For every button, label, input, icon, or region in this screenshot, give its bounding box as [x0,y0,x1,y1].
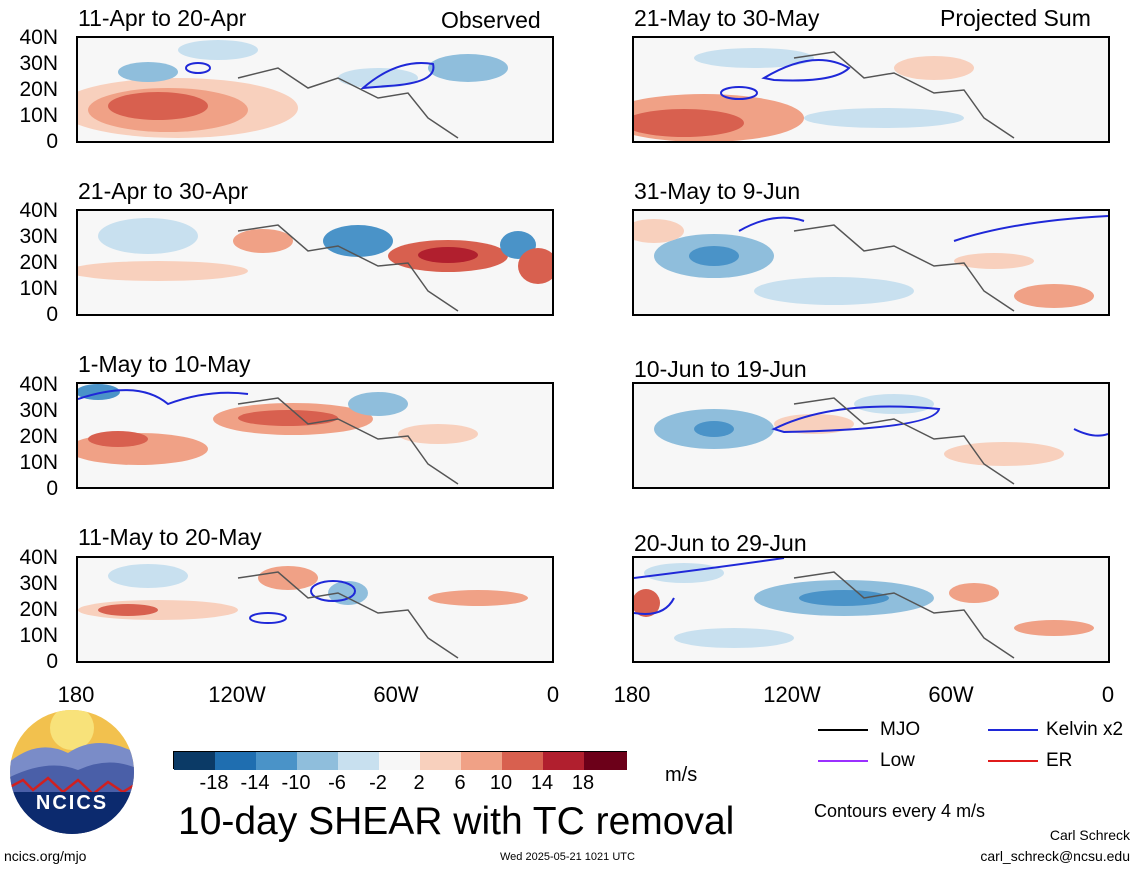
lat-label: 20N [19,598,58,621]
lat-label: 40N [19,26,58,49]
colorbar-cell [420,752,462,770]
lon-label: 0 [546,682,560,707]
panel-tag-observed: Observed [441,7,541,33]
lon-label: 180 [613,682,651,707]
panel-title-1: 11-Apr to 20-Apr [78,5,247,31]
colorbar-cell [297,752,339,770]
map-panel-8 [632,556,1110,663]
colorbar-cell [461,752,503,770]
colorbar-tick-label: -14 [240,772,270,794]
lat-label: 30N [19,52,58,75]
panel-title-5: 1-May to 10-May [78,351,251,377]
colorbar-cell [584,752,627,770]
map-panel-1 [76,36,554,143]
lat-label: 20N [19,251,58,274]
colorbar-tick-label: 14 [530,772,554,794]
lat-label: 30N [19,225,58,248]
lon-label: 120W [208,682,266,707]
lat-label: 30N [19,399,58,422]
contour-note: Contours every 4 m/s [814,801,986,821]
lon-label: 60W [928,682,974,707]
colorbar-cell [215,752,257,770]
colorbar-tick-label: -18 [199,772,229,794]
lat-label: 0 [46,303,58,326]
footer-email: carl_schreck@ncsu.edu [980,848,1130,864]
lat-label: 10N [19,624,58,647]
colorbar-cell [379,752,421,770]
lat-label: 10N [19,104,58,127]
lat-label: 10N [19,451,58,474]
lat-label: 40N [19,199,58,222]
panel-title-8: 20-Jun to 29-Jun [634,530,807,556]
footer-url: ncics.org/mjo [4,848,87,864]
lat-label: 30N [19,572,58,595]
lat-label: 40N [19,546,58,569]
main-title: 10-day SHEAR with TC removal [178,800,735,843]
colorbar-tick-label: -2 [369,772,387,794]
lat-label: 0 [46,650,58,673]
colorbar-tick-label: 10 [489,772,513,794]
panel-tag-projected: Projected Sum [940,5,1091,31]
colorbar-tick-label: 6 [454,772,466,794]
map-panel-6 [632,382,1110,489]
lat-label: 20N [19,425,58,448]
colorbar-tick-label: -6 [328,772,346,794]
map-panel-4 [632,209,1110,316]
lat-label: 0 [46,130,58,153]
panel-title-7: 11-May to 20-May [78,524,262,550]
legend-line-kelvin [988,729,1038,731]
panel-title-2: 21-May to 30-May [634,5,820,31]
map-panel-5 [76,382,554,489]
footer-timestamp: Wed 2025-05-21 1021 UTC [500,851,635,863]
legend-label: ER [1046,750,1073,771]
map-panel-3 [76,209,554,316]
colorbar [173,751,627,770]
colorbar-cell [502,752,544,770]
legend-label: Kelvin x2 [1046,719,1124,740]
legend-line-er [988,760,1038,762]
colorbar-cell [256,752,298,770]
panel-title-4: 31-May to 9-Jun [634,178,801,204]
lat-label: 20N [19,78,58,101]
legend-label: Low [880,750,915,771]
lon-label: 0 [1101,682,1115,707]
colorbar-unit: m/s [665,764,698,786]
lat-label: 40N [19,373,58,396]
colorbar-cell [543,752,585,770]
map-panel-7 [76,556,554,663]
map-panel-2 [632,36,1110,143]
colorbar-tick-label: 2 [413,772,425,794]
colorbar-tick-label: 18 [571,772,595,794]
lat-label: 10N [19,277,58,300]
legend-label: MJO [880,719,921,740]
legend-line-mjo [818,729,868,731]
footer-author: Carl Schreck [1049,827,1130,843]
lat-label: 0 [46,477,58,500]
panel-title-3: 21-Apr to 30-Apr [78,178,249,204]
lon-label: 120W [763,682,821,707]
colorbar-cell [174,752,216,770]
colorbar-tick-label: -10 [281,772,311,794]
colorbar-cell [338,752,380,770]
legend-line-low [818,760,868,762]
lon-label: 60W [373,682,419,707]
panel-title-6: 10-Jun to 19-Jun [634,356,807,382]
logo-text: NCICS [35,792,109,814]
lon-label: 180 [57,682,95,707]
ncics-logo: NCICS [8,708,136,836]
